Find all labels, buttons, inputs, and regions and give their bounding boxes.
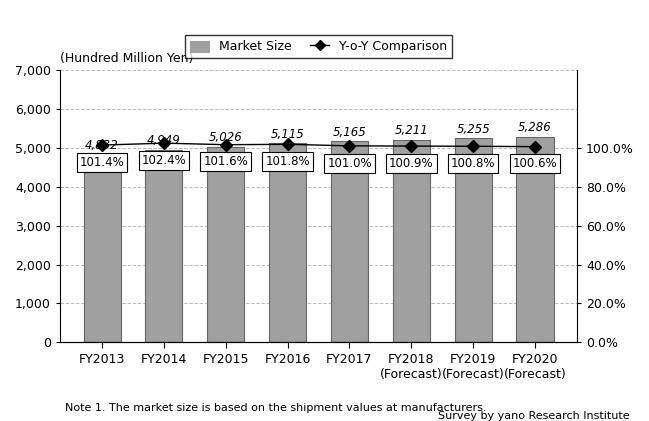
Text: Survey by yano Research Institute: Survey by yano Research Institute bbox=[438, 410, 630, 421]
Text: 101.4%: 101.4% bbox=[80, 156, 125, 169]
Text: 5,115: 5,115 bbox=[271, 128, 304, 141]
Text: 5,255: 5,255 bbox=[456, 123, 490, 136]
Text: 102.4%: 102.4% bbox=[141, 154, 186, 167]
Text: (Hundred Million Yen): (Hundred Million Yen) bbox=[60, 51, 193, 64]
Bar bbox=[393, 140, 430, 342]
Text: 5,286: 5,286 bbox=[518, 121, 552, 134]
Bar bbox=[207, 147, 244, 342]
Text: 101.6%: 101.6% bbox=[203, 155, 248, 168]
Bar bbox=[145, 150, 182, 342]
Text: 100.8%: 100.8% bbox=[451, 157, 495, 170]
Text: 101.0%: 101.0% bbox=[327, 157, 372, 170]
Text: 100.6%: 100.6% bbox=[513, 157, 557, 171]
Bar bbox=[84, 155, 121, 342]
Bar bbox=[517, 137, 554, 342]
Bar bbox=[269, 143, 306, 342]
Text: 4,949: 4,949 bbox=[147, 134, 181, 147]
Text: 5,211: 5,211 bbox=[395, 124, 428, 137]
Text: 101.8%: 101.8% bbox=[265, 155, 310, 168]
Text: 4,832: 4,832 bbox=[85, 139, 119, 152]
Bar bbox=[331, 141, 368, 342]
Bar bbox=[455, 138, 492, 342]
Text: 5,165: 5,165 bbox=[333, 126, 367, 139]
Text: 5,026: 5,026 bbox=[209, 131, 243, 144]
Legend: Market Size, Y-o-Y Comparison: Market Size, Y-o-Y Comparison bbox=[185, 35, 452, 59]
Text: Note 1. The market size is based on the shipment values at manufacturers.: Note 1. The market size is based on the … bbox=[65, 402, 486, 413]
Text: 100.9%: 100.9% bbox=[389, 157, 434, 170]
